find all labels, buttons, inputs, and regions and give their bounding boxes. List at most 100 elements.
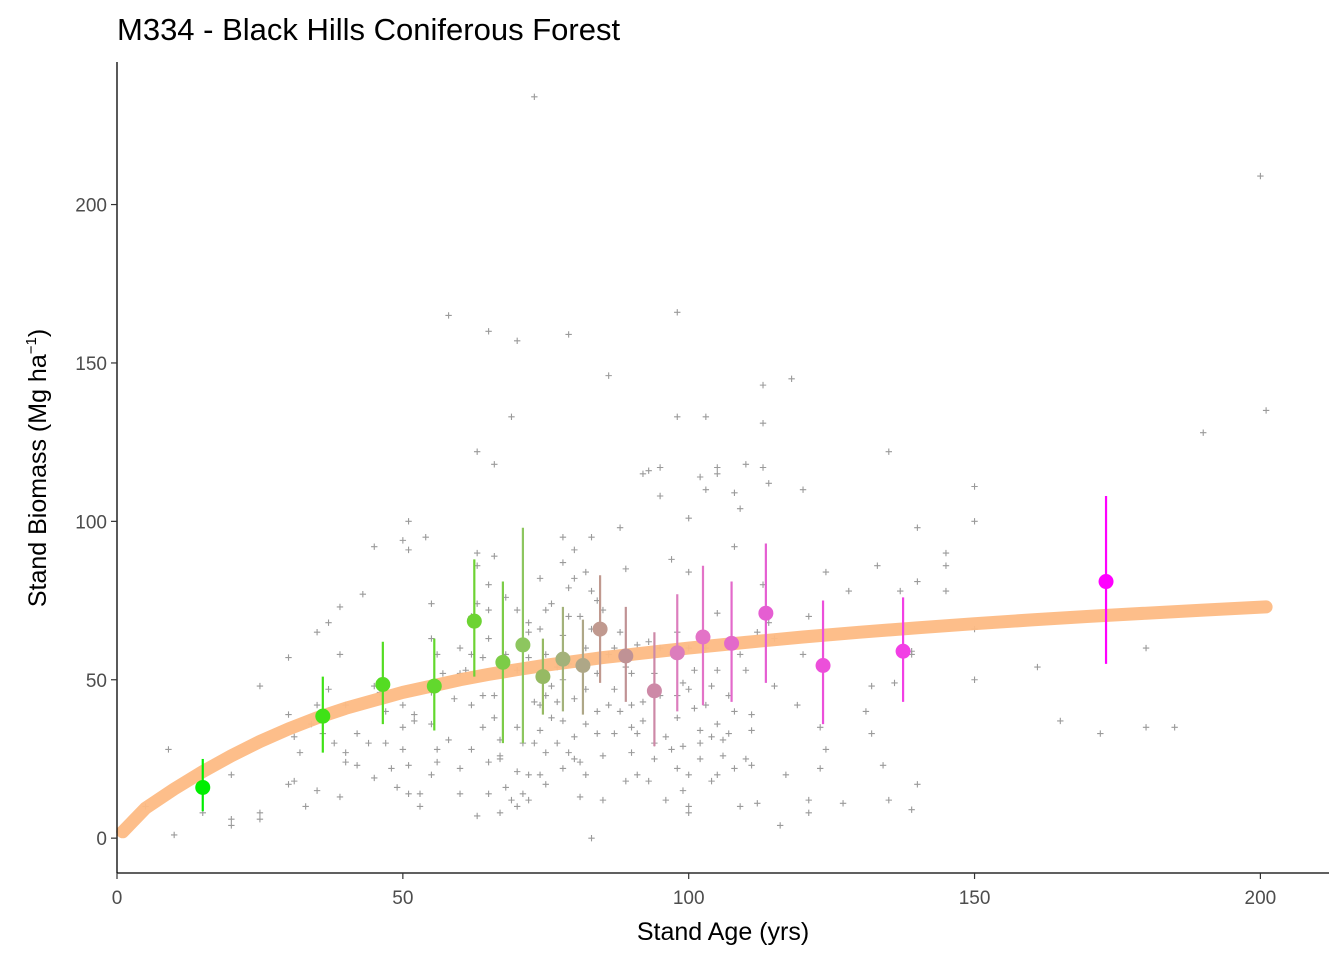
raw-point [542, 749, 549, 756]
raw-point [485, 606, 492, 614]
raw-point [548, 600, 555, 607]
raw-point [405, 546, 412, 554]
raw-point [714, 610, 721, 617]
raw-point [399, 537, 407, 544]
raw-point [611, 730, 618, 737]
raw-point [759, 381, 767, 389]
raw-points-layer [142, 93, 1270, 842]
raw-point [496, 809, 504, 817]
raw-point [388, 765, 395, 772]
raw-point [382, 739, 389, 747]
raw-point [914, 578, 921, 585]
raw-point [565, 749, 572, 756]
raw-point [708, 733, 715, 740]
raw-point [605, 701, 612, 709]
raw-point [405, 762, 412, 769]
raw-point [731, 543, 738, 550]
bin-mean-point [535, 669, 551, 685]
raw-point [513, 606, 521, 614]
raw-point [531, 698, 538, 706]
raw-point [685, 809, 692, 817]
raw-point [485, 635, 492, 642]
raw-point [491, 714, 498, 721]
raw-point [548, 714, 555, 721]
raw-point [816, 765, 824, 772]
raw-point [759, 419, 767, 427]
raw-point [428, 635, 435, 642]
y-axis-title-superscript: −1 [23, 337, 40, 354]
raw-point [285, 711, 292, 718]
raw-point [542, 781, 549, 788]
raw-point [571, 546, 578, 554]
raw-point [908, 806, 915, 813]
raw-point [616, 524, 624, 531]
raw-point [668, 556, 675, 563]
raw-point [531, 93, 538, 101]
raw-point [628, 701, 635, 709]
raw-point [571, 575, 578, 582]
raw-point [691, 705, 698, 712]
raw-point [645, 638, 652, 645]
raw-point [302, 803, 309, 810]
raw-point [845, 587, 852, 595]
raw-point [611, 686, 618, 693]
raw-point [479, 692, 487, 699]
raw-point [771, 682, 778, 690]
raw-point [685, 514, 692, 522]
chart-title: M334 - Black Hills Coniferous Forest [117, 12, 620, 47]
raw-point [696, 739, 704, 747]
raw-point [645, 467, 652, 474]
raw-point [754, 629, 761, 636]
raw-point [571, 695, 578, 702]
raw-point [416, 803, 424, 810]
raw-point [445, 312, 452, 319]
raw-point [508, 796, 515, 804]
raw-point [576, 758, 584, 766]
raw-point [536, 727, 544, 734]
raw-point [1057, 717, 1064, 725]
raw-point [485, 758, 492, 766]
raw-point [296, 749, 304, 756]
bin-mean-point [669, 645, 685, 661]
raw-point [439, 670, 447, 677]
raw-point [411, 711, 418, 718]
raw-point [679, 787, 687, 794]
raw-point [399, 701, 407, 709]
raw-point [508, 413, 515, 421]
raw-point [451, 695, 458, 702]
bin-mean-point [1098, 574, 1114, 590]
raw-point [513, 803, 521, 810]
raw-point [456, 765, 464, 772]
bin-mean-point [515, 637, 531, 653]
raw-point [708, 682, 715, 690]
raw-point [525, 629, 532, 636]
raw-point [554, 739, 561, 747]
raw-point [559, 765, 567, 772]
raw-point [622, 777, 630, 785]
x-tick-label: 100 [673, 888, 705, 909]
raw-point [839, 800, 847, 807]
raw-point [513, 724, 521, 731]
raw-point [685, 771, 692, 778]
raw-point [353, 730, 361, 737]
raw-point [359, 591, 367, 598]
raw-point [433, 746, 441, 753]
raw-point [433, 758, 441, 766]
raw-point [691, 667, 698, 674]
raw-point [731, 708, 738, 715]
raw-point [1142, 724, 1150, 731]
raw-point [393, 784, 401, 791]
raw-point [748, 711, 755, 718]
raw-point [399, 724, 407, 731]
raw-point [399, 746, 407, 753]
raw-point [336, 603, 344, 611]
raw-point [228, 822, 235, 829]
raw-point [405, 518, 412, 525]
raw-point [525, 619, 532, 626]
raw-point [879, 762, 887, 769]
raw-point [588, 587, 595, 595]
bin-mean-point [758, 605, 774, 621]
raw-point [1262, 407, 1270, 414]
bin-mean-point [724, 635, 740, 651]
raw-point [719, 752, 727, 759]
